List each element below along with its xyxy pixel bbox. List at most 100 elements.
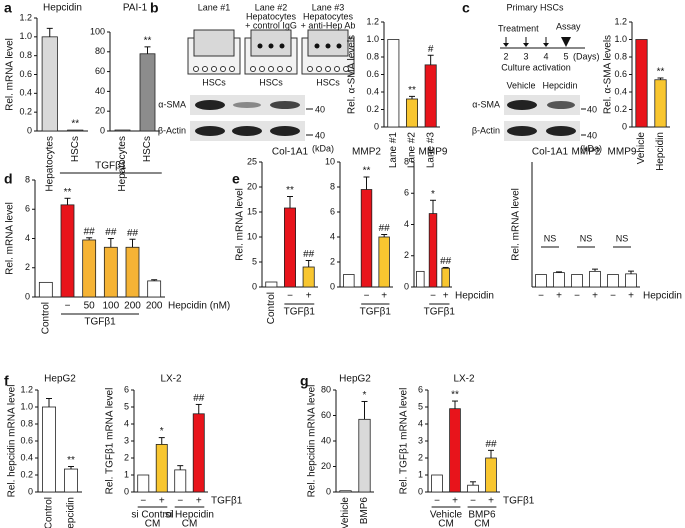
significance-label: ** [451,390,459,401]
significance-label: ## [105,227,117,238]
y-tick-label: 0 [404,281,409,291]
y-tick-label: 4 [25,233,30,243]
blot-row-label: β-Actin [158,125,186,135]
group-label: si Hepcidin [165,510,214,521]
blot-unit: (kDa) [580,143,602,153]
bar [339,490,352,493]
y-tick-label: 6 [124,384,129,394]
y-tick-label: 0.4 [20,452,33,462]
group-label: TGFβ1 [424,307,456,318]
y-tick-label: 1.2 [366,16,379,26]
y-tick-label: 20 [247,181,257,191]
group-label: CM [145,519,161,528]
bar [485,457,497,493]
x-tick-label: + [628,291,634,302]
x-axis-label: TGFβ1 [211,496,243,507]
significance-label: * [431,189,435,200]
group-label: CM [474,519,490,528]
blot-unit: (kDa) [312,143,334,153]
x-axis-label: TGFβ1 [503,496,535,507]
x-tick-label: si Control [44,497,55,528]
y-tick-label: 0.8 [20,418,33,428]
timeline-label: Treatment [498,23,539,33]
y-tick-label: 40 [321,435,331,445]
bar [125,246,140,298]
y-axis-label: Rel. TGFβ1 mRNA level [399,388,410,495]
chart-title: LX-2 [160,374,182,385]
bar [625,273,637,288]
bar [147,280,162,298]
group-label: Vehicle [430,510,463,521]
group-label: BMP6 [468,510,496,521]
bar [607,274,619,288]
chart-title: MMP2 [352,147,381,158]
y-tick-label: 0.2 [366,104,379,114]
bar [265,281,278,288]
bar [571,274,583,288]
y-tick-label: 6 [25,204,30,214]
chart-title: HepG2 [339,374,371,385]
y-tick-label: 20 [95,106,105,116]
significance-label: ## [440,256,452,267]
chart-title: TGFβ1 [95,161,127,172]
x-tick-label: Lane #3 [425,132,436,169]
bar [416,270,425,288]
y-tick-label: 8 [330,181,335,191]
y-tick-label: 1.0 [19,31,32,41]
y-tick-label: 0.4 [614,86,627,96]
x-tick-label: + [452,496,458,507]
bar [67,129,84,132]
bar [137,474,150,493]
x-tick-label: − [364,291,370,302]
well-label: HSCs [316,77,340,87]
x-tick-label: − [538,291,544,302]
y-tick-label: 10 [325,156,335,166]
lane-label: Lane #3 [312,2,345,12]
day-label: 5 [563,51,568,61]
y-tick-label: 4 [330,231,335,241]
group-title: MMP2 [572,147,601,158]
significance-label: ## [84,226,96,237]
y-tick-label: 8 [25,174,30,184]
x-tick-label: 200 [146,301,163,312]
significance-label: ** [64,187,72,198]
chart-title: LX-2 [453,374,475,385]
significance-label: # [428,44,434,55]
y-tick-label: 5 [124,401,129,411]
x-tick-label: Control [40,302,51,334]
y-tick-label: 4 [404,219,409,229]
lane-label: Hepatocytes [303,11,354,21]
panel-title: Primary HSCs [506,2,564,12]
significance-label: ** [144,35,152,46]
well-label: HSCs [202,77,226,87]
comparison-label: NS [544,233,557,243]
x-axis-label: Hepcidin (nM) [168,301,230,312]
group-label: TGFβ1 [284,307,316,318]
timeline-label: Assay [556,21,581,31]
x-tick-label: − [177,496,183,507]
x-tick-label: − [65,301,71,312]
western-blot [504,95,586,141]
bar [358,418,371,493]
significance-label: ** [286,185,294,196]
bar [378,236,390,288]
group-label: TGFβ1 [360,307,392,318]
significance-label: ** [67,455,75,466]
x-tick-label: si Hepcidin [66,497,77,528]
y-tick-label: 6 [330,206,335,216]
y-tick-label: 0.6 [20,435,33,445]
blot-marker: 40 [315,130,325,140]
significance-label: ** [71,119,79,130]
group-label: si Control [131,510,173,521]
bar [535,274,547,288]
panel-label: e [232,171,240,187]
bar [441,267,450,288]
lane-label: Lane #1 [198,2,231,12]
bar [174,469,187,493]
x-tick-label: − [574,291,580,302]
blot-lane-label: Vehicle [506,80,535,90]
lane-label: Lane #2 [255,2,288,12]
timeline-caption: Culture activation [501,62,571,72]
chart-title: PAI-1 [123,3,148,14]
y-tick-label: 0.6 [614,69,627,79]
